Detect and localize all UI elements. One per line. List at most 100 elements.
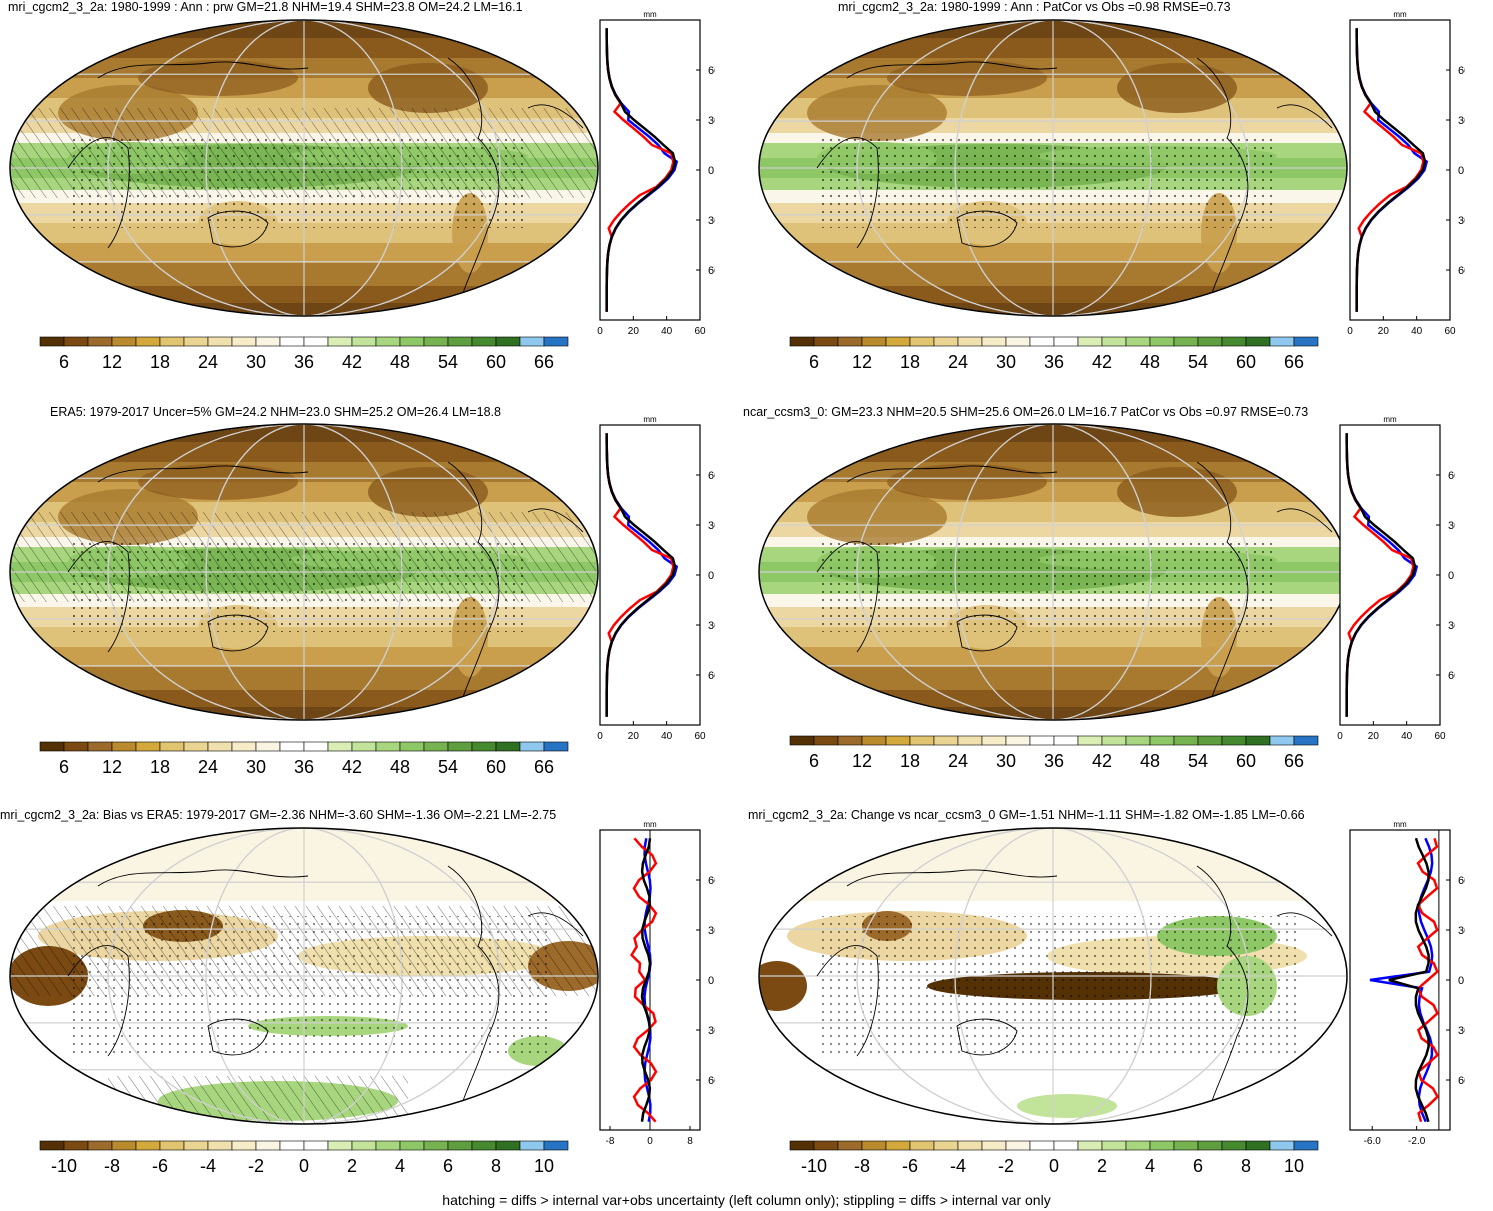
profile-lat-label: 60S [1458,1075,1465,1087]
colorbar-label: 6 [443,1156,453,1176]
colorbar-swatch [1293,735,1319,746]
colorbar-swatch [813,1140,839,1151]
colorbar-label: 54 [1188,751,1208,771]
profile-lat-label: 0 [1458,165,1464,177]
colorbar-label: 60 [486,352,506,372]
colorbar-swatch [351,1140,377,1151]
colorbar-label: 6 [1193,1156,1203,1176]
colorbar-label: -2 [998,1156,1014,1176]
colorbar-swatch [399,741,425,752]
colorbar-swatch [327,1140,353,1151]
colorbar-swatch [471,1140,497,1151]
colorbar-swatch [1221,1140,1247,1151]
colorbar-swatch [1077,336,1103,347]
colorbar-swatch [135,336,161,347]
profile-unit: mm [643,820,657,829]
colorbar-swatch [447,741,473,752]
profile-lat-label: 30S [1458,215,1465,227]
panel-title-5: mri_cgcm2_3_2a: Bias vs ERA5: 1979-2017 … [0,808,557,822]
colorbar-label: -6 [902,1156,918,1176]
profile-line [1345,433,1417,717]
colorbar-label: 36 [1044,751,1064,771]
profile-x-tick: 0 [1347,326,1353,337]
profile-line [605,433,677,717]
colorbar-label: -8 [104,1156,120,1176]
colorbar-swatch [495,336,521,347]
map-ncar-prw [758,423,1348,721]
colorbar-swatch [159,1140,185,1151]
colorbar-label: 12 [102,352,122,372]
colorbar-swatch [351,741,377,752]
figure-footnote: hatching = diffs > internal var+obs unce… [442,1192,1051,1208]
colorbar-label: 54 [438,757,458,777]
colorbar-swatch [1245,735,1271,746]
profile-x-tick: 60 [694,326,706,337]
profile-line [1388,837,1430,1123]
colorbar-swatch [279,741,305,752]
colorbar-label: -10 [51,1156,77,1176]
colorbar-label: 24 [948,751,968,771]
profile-lat-label: 60S [708,1075,715,1087]
profile-x-tick: -2.0 [1408,1136,1426,1147]
colorbar-label: 30 [246,352,266,372]
colorbar-swatch [351,336,377,347]
colorbar-swatch [207,741,233,752]
colorbar-4: 6 12 18 24 30 36 42 48 54 60 66 [789,735,1319,771]
colorbar-label: 4 [1145,1156,1155,1176]
colorbar-swatch [1173,1140,1199,1151]
colorbar-swatch [789,735,815,746]
colorbar-label: 18 [150,352,170,372]
profile-lat-label: 30S [708,620,715,632]
colorbar-label: 42 [342,757,362,777]
colorbar-label: 30 [246,757,266,777]
profile-x-tick: 40 [1401,731,1413,742]
colorbar-label: 18 [900,352,920,372]
profile-x-tick: 60 [1434,731,1446,742]
colorbar-swatch [1293,1140,1319,1151]
zonal-profile-4: mm 60N 30N 0 30S 60S 0 20 40 60 [1337,415,1455,742]
colorbar-swatch [1077,735,1103,746]
colorbar-swatch [1221,336,1247,347]
colorbar-label: 42 [342,352,362,372]
colorbar-swatch [255,336,281,347]
colorbar-label: 4 [395,1156,405,1176]
colorbar-swatch [519,336,545,347]
colorbar-swatch [1077,1140,1103,1151]
colorbar-label: 54 [438,352,458,372]
colorbar-swatch [279,1140,305,1151]
zonal-profile-3: mm 60N 30N 0 30S 60S 0 20 40 60 [597,415,715,742]
profile-frame [1339,424,1441,726]
colorbar-swatch [255,741,281,752]
colorbar-swatch [933,1140,959,1151]
profile-frame [1349,829,1451,1131]
colorbar-swatch [1221,735,1247,746]
colorbar-swatch [1197,1140,1223,1151]
profile-lat-label: 60S [1448,670,1455,682]
colorbar-swatch [861,735,887,746]
colorbar-swatch [861,336,887,347]
profile-x-tick: 20 [628,326,640,337]
colorbar-swatch [39,1140,65,1151]
colorbar-swatch [1269,735,1295,746]
colorbar-swatch [303,741,329,752]
colorbar-swatch [1173,735,1199,746]
colorbar-swatch [183,1140,209,1151]
colorbar-swatch [957,336,983,347]
profile-x-tick: 20 [1368,731,1380,742]
map-model-prw [9,19,599,317]
colorbar-swatch [1005,735,1031,746]
colorbar-swatch [1269,336,1295,347]
colorbar-swatch [399,1140,425,1151]
colorbar-label: 6 [809,352,819,372]
profile-lat-label: 30S [1458,1025,1465,1037]
colorbar-swatch [1173,336,1199,347]
colorbar-1: 6 12 18 24 30 36 42 48 54 60 66 [39,336,569,372]
profile-line [1416,837,1440,1123]
colorbar-swatch [159,336,185,347]
colorbar-swatch [1197,336,1223,347]
colorbar-swatch [909,735,935,746]
colorbar-label: 0 [1049,1156,1059,1176]
colorbar-swatch [1053,1140,1079,1151]
colorbar-swatch [423,336,449,347]
colorbar-swatch [981,1140,1007,1151]
